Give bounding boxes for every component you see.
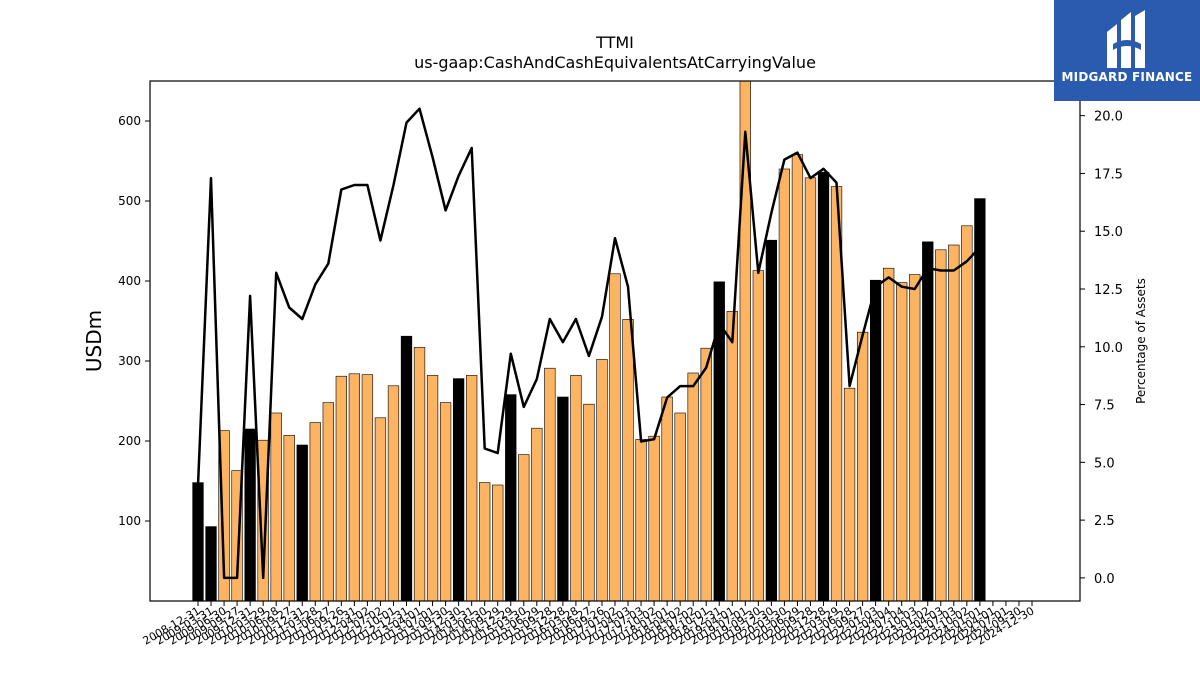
y2-tick-label: 2.5: [1094, 514, 1115, 529]
bar-2016-06-30: [583, 403, 595, 602]
bar-2017-06-30: [635, 439, 647, 602]
y2-tick-label: 5.0: [1094, 456, 1115, 471]
bar-2019-03-31: [726, 311, 738, 602]
bar-2023-12-31: [974, 198, 986, 602]
bar-2009-12-31: [244, 428, 256, 602]
bar-2011-12-31: [348, 373, 361, 602]
y2-tick-label: 15.0: [1094, 225, 1123, 240]
y-tick-label: 400: [118, 274, 141, 288]
y2-axis-label: Percentage of Assets: [1134, 278, 1148, 404]
bar-2023-09-30: [961, 225, 973, 602]
bar-2013-12-31: [452, 378, 465, 602]
bar-2009-03-31: [205, 526, 217, 602]
bar-2013-03-31: [413, 347, 426, 602]
midgard-finance-logo: MIDGARD FINANCE: [1054, 0, 1200, 101]
bar-2016-03-31: [570, 375, 582, 602]
bar-2014-03-31: [466, 375, 478, 602]
bar-2020-12-31: [817, 171, 830, 602]
right-y-axis: 0.0 2.5 5.0 7.5 10.0 12.5 15.0 17.5 20.0: [1080, 110, 1123, 587]
bar-2018-09-30: [700, 347, 712, 602]
bar-2014-09-30: [492, 484, 504, 602]
bar-2011-09-30: [335, 375, 347, 602]
percentage-line-series: [196, 107, 981, 580]
bar-2014-06-30: [479, 482, 491, 602]
logo-text: MIDGARD FINANCE: [1061, 70, 1193, 84]
bar-2017-09-30: [648, 435, 660, 602]
y-tick-label: 200: [118, 434, 141, 448]
bar-2008-12-31: [192, 482, 204, 602]
bar-2021-09-30: [856, 331, 869, 602]
bar-2012-06-30: [374, 417, 387, 602]
bar-2019-12-31: [765, 239, 778, 602]
bar-2017-12-31: [661, 396, 673, 602]
x-axis: 2008-12-312009-03-312009-06-302009-09-27…: [141, 601, 1037, 648]
bar-2014-12-31: [505, 394, 517, 602]
bar-2010-09-30: [283, 435, 295, 602]
bar-2010-06-30: [270, 412, 282, 602]
bar-2021-12-31: [869, 279, 882, 602]
bar-2022-06-30: [896, 282, 908, 602]
bar-series: [192, 80, 986, 602]
y-tick-label: 300: [118, 354, 141, 368]
bar-2020-06-30: [791, 154, 804, 602]
bar-2018-06-30: [687, 372, 699, 602]
bar-2015-12-31: [557, 396, 569, 602]
bar-2022-12-31: [922, 241, 934, 602]
bar-2017-03-31: [622, 319, 634, 602]
bar-2022-03-31: [883, 267, 895, 602]
bar-2012-12-31: [400, 335, 413, 602]
chart-subtitle: us-gaap:CashAndCashEquivalentsAtCarrying…: [414, 53, 816, 72]
chart-title: TTMI: [595, 33, 634, 52]
bar-2010-12-31: [296, 444, 308, 602]
bar-2015-06-30: [531, 427, 543, 602]
y-axis-label: USDm: [82, 310, 106, 372]
bar-2021-06-30: [843, 387, 856, 602]
bar-2023-03-31: [935, 249, 947, 602]
y2-tick-label: 7.5: [1094, 399, 1115, 414]
y2-tick-label: 12.5: [1094, 283, 1123, 298]
bar-2011-06-30: [322, 402, 334, 602]
y-tick-label: 500: [118, 194, 141, 208]
bar-2013-09-30: [439, 402, 452, 602]
bar-2023-06-30: [948, 244, 960, 602]
bar-2012-03-31: [361, 374, 374, 602]
bar-2018-03-31: [674, 412, 686, 602]
y2-tick-label: 17.5: [1094, 167, 1123, 182]
bar-2020-09-30: [804, 177, 817, 602]
bar-2016-09-30: [596, 359, 608, 602]
midgard-m-logo-icon: [1107, 10, 1145, 68]
y-tick-label: 100: [118, 514, 141, 528]
percentage-line: [196, 107, 981, 580]
left-y-axis: 100 200 300 400 500 600: [118, 114, 150, 528]
bar-2022-09-30: [909, 274, 921, 602]
y2-tick-label: 20.0: [1094, 110, 1123, 125]
bar-2011-03-31: [309, 422, 321, 602]
bar-2012-09-30: [387, 385, 400, 602]
bar-2019-09-30: [752, 270, 764, 602]
bar-2015-03-31: [518, 454, 530, 602]
bar-2020-03-31: [778, 168, 791, 602]
bar-2015-09-30: [544, 367, 556, 602]
bar-2013-06-30: [426, 375, 439, 602]
bar-2016-12-31: [609, 273, 621, 602]
y-tick-label: 600: [118, 114, 141, 128]
y2-tick-label: 10.0: [1094, 341, 1123, 356]
y2-tick-label: 0.0: [1094, 572, 1115, 587]
